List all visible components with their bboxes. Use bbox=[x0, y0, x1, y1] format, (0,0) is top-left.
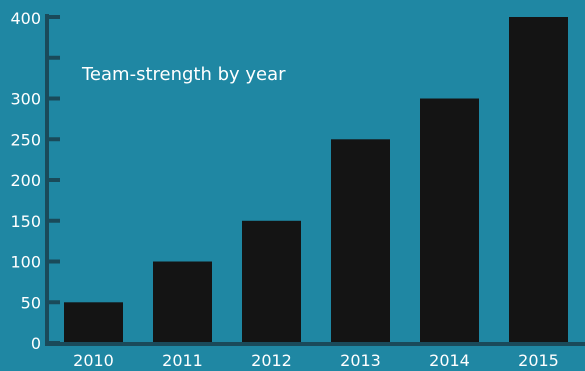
y-tick-label-250: 250 bbox=[10, 130, 41, 149]
chart-title: Team-strength by year bbox=[82, 64, 286, 85]
y-tick-label-150: 150 bbox=[10, 212, 41, 231]
bar-2010 bbox=[64, 302, 123, 344]
x-tick-label-2010: 2010 bbox=[73, 351, 114, 370]
bar-2013 bbox=[331, 139, 390, 344]
x-tick-label-2014: 2014 bbox=[429, 351, 470, 370]
y-tick-label-0: 0 bbox=[31, 334, 41, 353]
x-tick-label-2013: 2013 bbox=[340, 351, 381, 370]
bar-2011 bbox=[153, 261, 212, 343]
bar-2015 bbox=[509, 17, 568, 343]
y-tick-label-300: 300 bbox=[10, 90, 41, 109]
y-tick-label-400: 400 bbox=[10, 9, 41, 28]
bar-2014 bbox=[420, 98, 479, 343]
x-tick-label-2011: 2011 bbox=[162, 351, 203, 370]
x-tick-label-2015: 2015 bbox=[518, 351, 559, 370]
bar-2012 bbox=[242, 220, 301, 344]
y-tick-label-200: 200 bbox=[10, 171, 41, 190]
y-tick-label-100: 100 bbox=[10, 253, 41, 272]
y-tick-label-50: 50 bbox=[21, 293, 41, 312]
x-tick-label-2012: 2012 bbox=[251, 351, 292, 370]
